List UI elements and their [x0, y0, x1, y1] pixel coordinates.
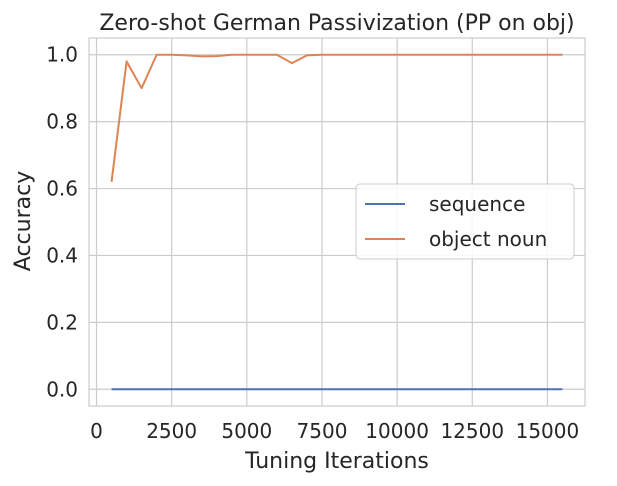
x-tick-label: 7500	[297, 419, 348, 443]
chart-title: Zero-shot German Passivization (PP on ob…	[99, 11, 574, 36]
y-tick-label: 0.6	[46, 177, 78, 201]
y-tick-label: 0.2	[46, 310, 78, 334]
legend-label-sequence: sequence	[429, 192, 525, 216]
legend-box	[355, 183, 575, 260]
legend-label-object-noun: object noun	[429, 227, 547, 251]
x-tick-label: 2500	[146, 419, 197, 443]
tick-labels: 0 2500 5000 7500 10000 12500 15000 0.0 0.2 0.4 0.6…	[46, 43, 579, 443]
axes-frame	[88, 37, 586, 407]
y-tick-label: 1.0	[46, 43, 78, 67]
series-layer	[110, 53, 563, 391]
y-tick-label: 0.8	[46, 110, 78, 134]
legend: sequence object noun	[355, 183, 575, 260]
y-axis-label: Accuracy	[11, 171, 36, 271]
x-tick-label: 5000	[221, 419, 272, 443]
x-axis-label: Tuning Iterations	[244, 449, 429, 474]
x-tick-label: 0	[90, 419, 103, 443]
x-tick-label: 15000	[516, 419, 580, 443]
x-tick-label: 10000	[365, 419, 429, 443]
series-line-object-noun	[110, 53, 563, 182]
plot-frame	[88, 37, 586, 407]
y-tick-label: 0.4	[46, 243, 78, 267]
x-tick-label: 12500	[440, 419, 504, 443]
y-tick-label: 0.0	[46, 377, 78, 401]
